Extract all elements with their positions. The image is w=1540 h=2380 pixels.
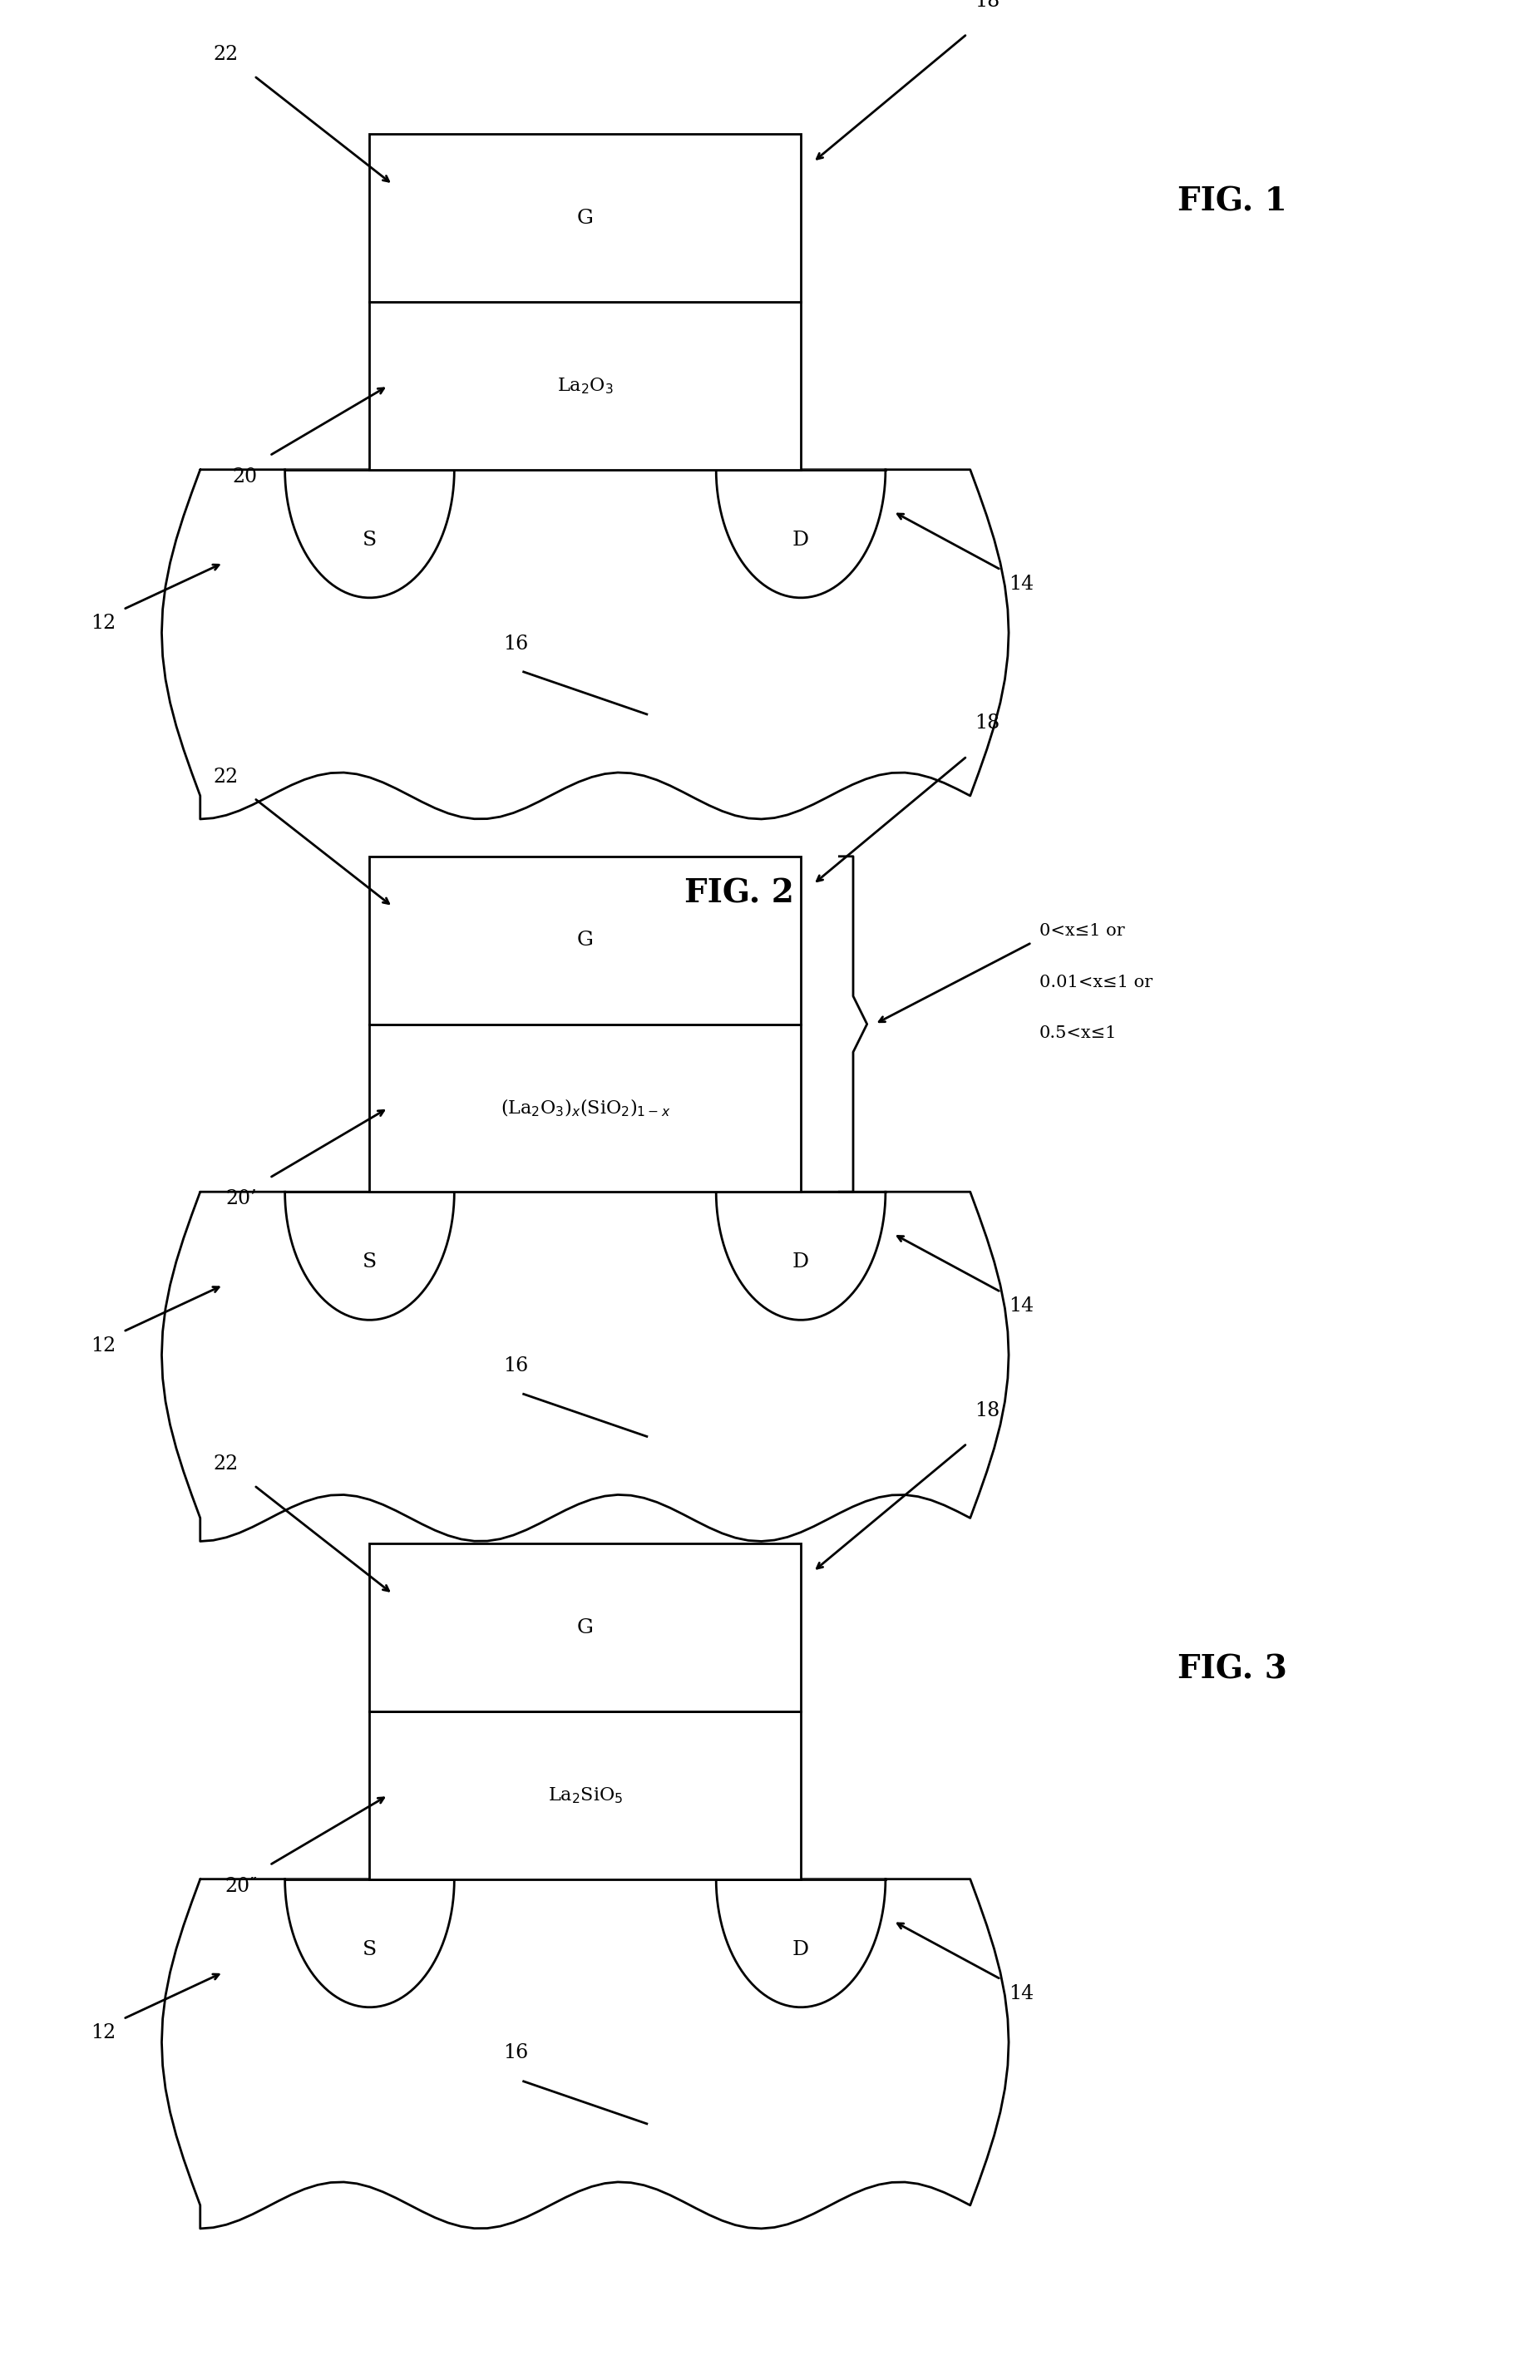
Text: 16: 16: [504, 1357, 528, 1376]
Text: 12: 12: [91, 614, 116, 633]
Bar: [370, 857, 801, 1023]
Text: 18: 18: [975, 714, 999, 733]
Text: G: G: [578, 209, 593, 228]
Text: 20: 20: [233, 466, 257, 486]
Polygon shape: [285, 469, 454, 597]
Bar: [370, 1711, 801, 1880]
Text: S: S: [362, 531, 377, 550]
Text: (La$_2$O$_3$)$_x$(SiO$_2$)$_{1-x}$: (La$_2$O$_3$)$_x$(SiO$_2$)$_{1-x}$: [500, 1097, 670, 1119]
Text: 0.5<x≤1: 0.5<x≤1: [1040, 1026, 1116, 1042]
Text: S: S: [362, 1940, 377, 1959]
Polygon shape: [716, 469, 885, 597]
Text: La$_2$O$_3$: La$_2$O$_3$: [557, 376, 613, 395]
Text: 16: 16: [504, 633, 528, 652]
Text: FIG. 3: FIG. 3: [1177, 1654, 1287, 1685]
Text: 20’: 20’: [226, 1190, 257, 1209]
Polygon shape: [162, 1192, 1009, 1542]
Text: 22: 22: [214, 766, 239, 785]
Text: FIG. 2: FIG. 2: [684, 878, 795, 909]
Text: 14: 14: [1009, 574, 1033, 593]
Bar: [370, 302, 801, 469]
Text: 14: 14: [1009, 1297, 1033, 1316]
Bar: [370, 133, 801, 302]
Polygon shape: [162, 1880, 1009, 2228]
Polygon shape: [285, 1192, 454, 1321]
Text: S: S: [362, 1252, 377, 1271]
Text: 0<x≤1 or: 0<x≤1 or: [1040, 923, 1124, 938]
Text: 12: 12: [91, 2023, 116, 2042]
Polygon shape: [716, 1880, 885, 2006]
Text: 0.01<x≤1 or: 0.01<x≤1 or: [1040, 973, 1153, 990]
Bar: [370, 1023, 801, 1192]
Text: 22: 22: [214, 1454, 239, 1473]
Text: D: D: [793, 531, 808, 550]
Text: 18: 18: [975, 0, 999, 10]
Text: 12: 12: [91, 1335, 116, 1357]
Polygon shape: [716, 1192, 885, 1321]
Text: G: G: [578, 1618, 593, 1637]
Text: 16: 16: [504, 2044, 528, 2063]
Text: FIG. 1: FIG. 1: [1177, 186, 1287, 217]
Text: G: G: [578, 931, 593, 950]
Text: D: D: [793, 1252, 808, 1271]
Text: La$_2$SiO$_5$: La$_2$SiO$_5$: [548, 1785, 622, 1804]
Text: 14: 14: [1009, 1985, 1033, 2004]
Text: D: D: [793, 1940, 808, 1959]
Polygon shape: [162, 469, 1009, 819]
Polygon shape: [285, 1880, 454, 2006]
Bar: [370, 1545, 801, 1711]
Text: 20″: 20″: [225, 1878, 257, 1897]
Text: 18: 18: [975, 1402, 999, 1421]
Text: 22: 22: [214, 45, 239, 64]
